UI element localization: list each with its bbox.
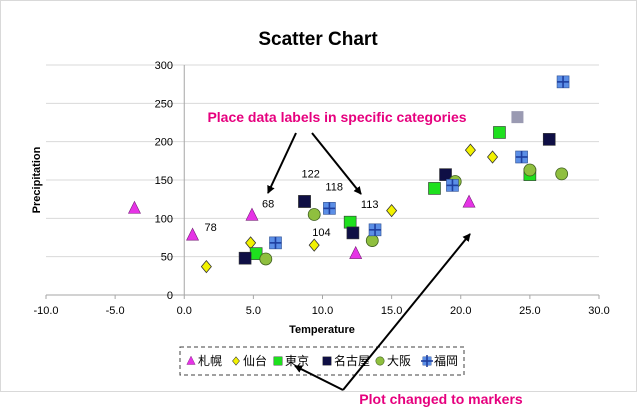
- data-label: 118: [325, 181, 343, 193]
- data-point: [542, 133, 556, 146]
- data-label: 68: [262, 198, 274, 210]
- series-1: [200, 143, 499, 274]
- data-point: [439, 168, 452, 181]
- data-point: [245, 207, 259, 221]
- data-point: [523, 163, 537, 177]
- y-tick-label: 200: [155, 137, 173, 149]
- legend-item: 福岡: [421, 353, 458, 368]
- legend-box: [179, 346, 465, 376]
- data-point: [386, 204, 398, 218]
- data-point: [487, 150, 499, 164]
- callout-arrow-left: [267, 132, 297, 194]
- data-labels: 78 68 122 118 104 113: [205, 168, 379, 239]
- legend-item: 札幌: [186, 353, 222, 368]
- legend-label: 仙台: [243, 353, 267, 368]
- x-tick-label: 15.0: [381, 305, 402, 317]
- y-tick-label: 150: [155, 175, 173, 187]
- data-point: [238, 251, 252, 265]
- data-point: [349, 245, 363, 259]
- legend-marker: [186, 355, 196, 365]
- y-tick-label: 50: [161, 252, 173, 264]
- gridlines: [46, 64, 599, 296]
- data-point: [200, 260, 212, 274]
- callout-markers: Plot changed to markers: [359, 391, 523, 407]
- legend-label: 福岡: [434, 353, 458, 368]
- x-tick-label: 30.0: [588, 305, 609, 317]
- legend-item: 名古屋: [322, 353, 370, 368]
- y-tick-label: 100: [155, 213, 173, 225]
- data-point: [308, 238, 320, 252]
- legend-marker: [232, 356, 240, 366]
- axes: [45, 65, 600, 299]
- series-0: [127, 194, 476, 259]
- x-tick-label: 20.0: [450, 305, 471, 317]
- data-point: [186, 227, 200, 241]
- y-axis-title: Precipitation: [31, 146, 43, 213]
- data-label: 104: [312, 227, 330, 239]
- data-point: [245, 236, 257, 250]
- legend-item: 東京: [273, 354, 309, 368]
- x-tick-label: 5.0: [246, 305, 261, 317]
- data-point: [555, 167, 569, 181]
- data-point: [462, 194, 476, 208]
- y-tick-labels: 0 50 100 150 200 250 300: [155, 60, 173, 302]
- data-point: [511, 111, 524, 124]
- y-tick-label: 0: [167, 290, 173, 302]
- x-axis-title: Temperature: [289, 324, 355, 336]
- series-3: [238, 133, 556, 265]
- x-tick-label: 10.0: [312, 305, 333, 317]
- data-points: [127, 75, 570, 274]
- data-point: [127, 200, 141, 214]
- data-point: [259, 252, 273, 266]
- x-tick-label: 25.0: [519, 305, 540, 317]
- data-point: [346, 226, 360, 240]
- legend-marker: [322, 356, 332, 366]
- series-2: [249, 126, 537, 260]
- legend-item: 仙台: [232, 353, 267, 368]
- x-tick-label: 0.0: [177, 305, 192, 317]
- legend-label: 東京: [285, 354, 309, 368]
- callout-arrow-legend: [294, 365, 344, 391]
- legend-marker: [375, 356, 385, 366]
- x-tick-labels: -10.0 -5.0 0.0 5.0 10.0 15.0 20.0 25.0 30.0: [33, 305, 609, 317]
- legend-item: 大阪: [375, 354, 411, 368]
- series-5: [269, 75, 570, 250]
- legend-label: 札幌: [198, 353, 222, 368]
- callout-arrow-up: [342, 233, 471, 391]
- data-point: [428, 182, 441, 195]
- data-label: 78: [205, 222, 217, 234]
- data-point: [343, 215, 357, 229]
- data-point: [365, 234, 379, 247]
- data-point: [298, 195, 311, 208]
- legend: 札幌 仙台 東京 名古屋 大阪 福岡: [179, 346, 465, 376]
- callout-data-labels: Place data labels in specific categories: [207, 109, 466, 125]
- data-point: [307, 208, 321, 221]
- data-label: 122: [302, 168, 320, 180]
- legend-label: 大阪: [387, 354, 411, 368]
- legend-label: 名古屋: [334, 353, 370, 368]
- y-tick-label: 300: [155, 60, 173, 72]
- legend-marker: [273, 356, 283, 366]
- x-tick-label: -5.0: [106, 305, 125, 317]
- x-tick-label: -10.0: [33, 305, 58, 317]
- data-point: [464, 143, 476, 157]
- data-point: [493, 126, 506, 139]
- chart-title: Scatter Chart: [258, 29, 378, 50]
- callout-arrow-right: [311, 132, 362, 195]
- y-tick-label: 250: [155, 98, 173, 110]
- data-label: 113: [361, 199, 379, 211]
